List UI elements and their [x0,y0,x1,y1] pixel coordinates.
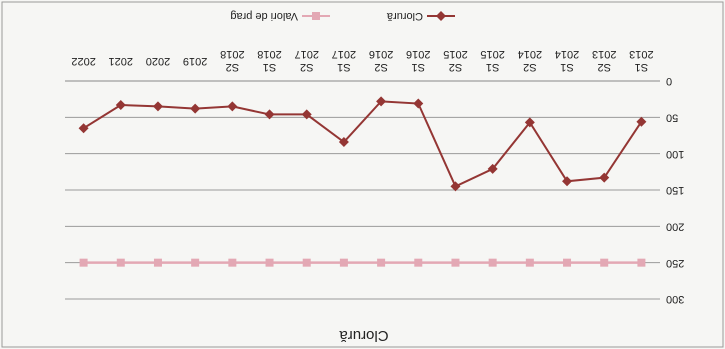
x-tick-label: S12016 [406,48,430,73]
y-tick-label: 300 [666,293,684,305]
x-tick-label: S12014 [555,48,579,73]
x-axis-ticks: S12013 S22013 S12014 S22014 S12015 S22015 S120… [71,48,653,73]
x-tick-label: S22014 [518,48,542,73]
x-tick-label: S22013 [592,48,616,73]
data-point [524,117,535,128]
series-group [78,96,647,267]
data-point [376,96,387,107]
data-point [637,258,646,267]
data-point [152,101,163,112]
data-point [264,109,275,120]
y-tick-label: 50 [666,111,678,123]
y-tick-label: 0 [666,75,672,87]
data-point [191,258,200,267]
series-line [83,100,643,188]
y-axis-ticks: 0 50 100 150 200 250 300 [666,75,684,305]
x-tick-label: S22017 [294,48,318,73]
x-tick-label: 2022 [71,55,95,67]
data-point [414,258,423,267]
data-point [599,172,610,183]
y-tick-label: 150 [666,184,684,196]
y-tick-label: 200 [666,220,684,232]
data-point [338,137,349,148]
x-tick-label: S12013 [629,48,653,73]
data-point [302,258,311,267]
data-point [115,99,126,110]
x-tick-label: S22015 [443,48,467,73]
data-point [488,258,497,267]
chart-title: Clorură [339,327,389,344]
data-point [636,116,647,127]
data-point [562,176,573,187]
legend: Clorură Valori de prag [230,10,455,22]
data-point [116,258,125,267]
data-point [228,258,237,267]
data-point [451,258,460,267]
legend-marker [312,12,320,20]
legend-marker [436,11,446,21]
data-point [78,123,89,134]
x-tick-label: 2020 [146,55,170,67]
data-point [600,258,609,267]
data-point [525,258,534,267]
y-tick-label: 250 [666,257,684,269]
data-point [563,258,572,267]
x-tick-label: S12017 [332,48,356,73]
data-point [190,103,201,114]
data-point [79,258,88,267]
data-point [227,101,238,112]
x-tick-label: S12015 [480,48,504,73]
data-point [265,258,274,267]
x-tick-label: S22016 [369,48,393,73]
data-point [301,109,312,120]
data-point [413,98,424,109]
legend-label: Clorură [386,10,423,22]
legend-label: Valori de prag [230,10,298,22]
y-tick-label: 100 [666,148,684,160]
data-point [339,258,348,267]
x-tick-label: 2019 [183,55,207,67]
data-point [377,258,386,267]
data-point [153,258,162,267]
x-tick-label: 2021 [109,55,133,67]
data-point [487,163,498,174]
x-tick-label: S22018 [220,48,244,73]
data-point [450,181,461,192]
x-tick-label: S12018 [257,48,281,73]
